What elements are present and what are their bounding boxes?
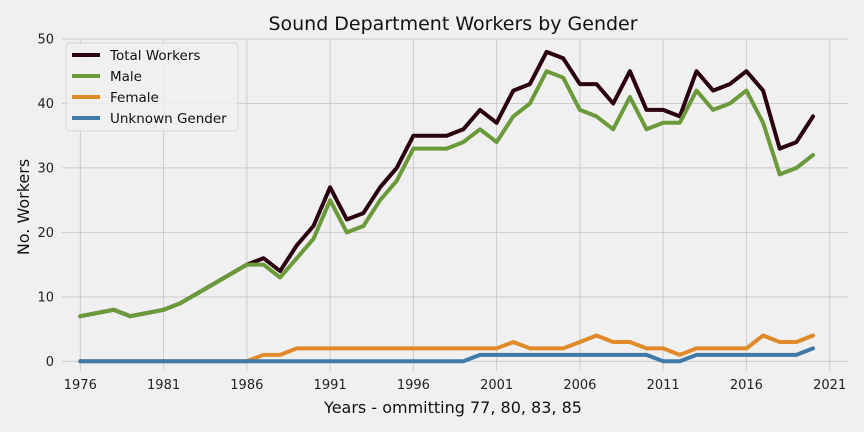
x-axis-title: Years - ommitting 77, 80, 83, 85 — [323, 398, 582, 417]
x-tick-labels: 1976 1981 1986 1991 1996 2001 2006 2011 2016 2021 — [64, 378, 846, 393]
series-line-unknown-gender — [78, 346, 815, 364]
x-tick-label: 2011 — [647, 378, 680, 393]
x-tick-label: 2021 — [813, 378, 846, 393]
legend-label-male: Male — [110, 69, 142, 85]
legend-box — [65, 42, 239, 132]
legend: Total Workers Male Female Unknown Gender — [65, 42, 239, 132]
x-tick-label: 1976 — [64, 378, 97, 393]
series-line-total-workers — [78, 49, 815, 319]
legend-label-female: Female — [110, 90, 159, 106]
series-lines — [78, 49, 815, 364]
y-tick-label: 40 — [37, 97, 54, 112]
y-tick-label: 10 — [37, 290, 54, 305]
series-line-female — [78, 333, 815, 364]
y-tick-label: 50 — [37, 33, 54, 48]
y-axis-title: No. Workers — [14, 159, 33, 255]
y-tick-labels: 0 10 20 30 40 50 — [37, 33, 54, 370]
chart-title: Sound Department Workers by Gender — [268, 13, 637, 35]
x-tick-label: 1996 — [397, 378, 430, 393]
y-tick-label: 20 — [37, 226, 54, 241]
y-tick-label: 30 — [37, 161, 54, 176]
x-tick-label: 2016 — [730, 378, 763, 393]
x-tick-label: 2001 — [480, 378, 513, 393]
series-line-male — [78, 69, 815, 319]
legend-label-total-workers: Total Workers — [109, 48, 200, 64]
x-tick-label: 1991 — [314, 378, 347, 393]
y-tick-label: 0 — [46, 355, 54, 370]
x-tick-label: 1981 — [147, 378, 180, 393]
x-tick-label: 2006 — [563, 378, 596, 393]
x-tick-label: 1986 — [230, 378, 263, 393]
legend-label-unknown-gender: Unknown Gender — [110, 111, 227, 127]
